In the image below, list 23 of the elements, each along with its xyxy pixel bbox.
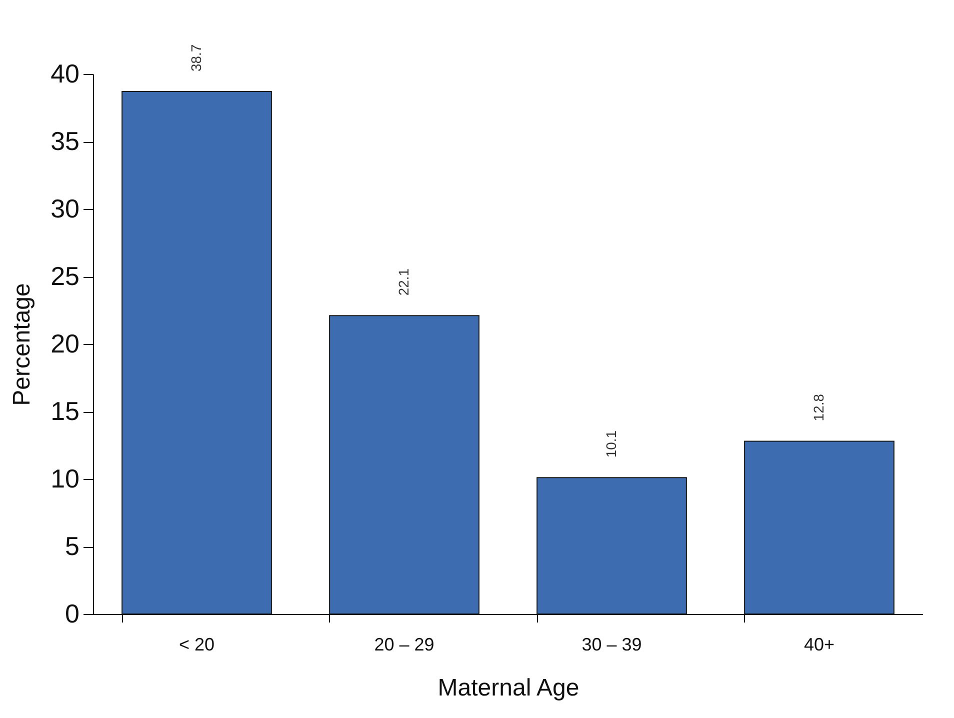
y-tick-label: 30 <box>50 194 80 224</box>
bar <box>744 440 894 614</box>
y-tick-label: 10 <box>50 464 80 494</box>
y-tick-label: 35 <box>50 126 80 156</box>
y-tick-label: 20 <box>50 328 80 358</box>
x-tick-label: 20 – 29 <box>374 634 434 654</box>
y-tick-label: 40 <box>50 58 80 88</box>
bar <box>122 91 272 614</box>
x-tick-label: < 20 <box>178 634 215 654</box>
y-axis-title: Percentage <box>8 283 36 406</box>
x-axis-title: Maternal Age <box>438 674 580 702</box>
x-tick-label: 30 – 39 <box>582 634 642 654</box>
bar <box>536 477 687 614</box>
y-tick-label: 25 <box>50 261 80 291</box>
x-tick-label: 40+ <box>804 634 835 654</box>
bar <box>329 315 480 614</box>
y-tick-label: 15 <box>50 396 80 426</box>
y-tick-label: 5 <box>65 531 80 561</box>
data-label: 22.1 <box>395 268 412 296</box>
data-label: 10.1 <box>602 430 619 458</box>
data-label: 12.8 <box>810 394 826 422</box>
y-tick-label: 0 <box>65 598 80 628</box>
data-label: 38.7 <box>188 44 204 72</box>
